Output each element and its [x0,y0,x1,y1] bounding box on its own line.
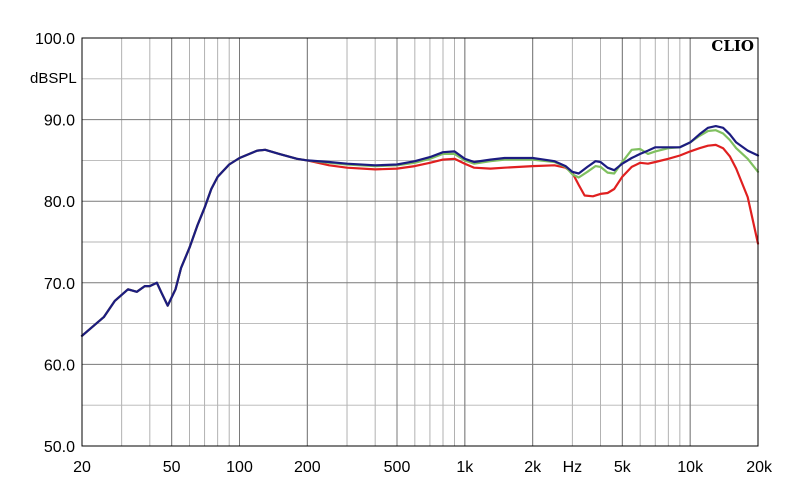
series-layer [80,125,760,337]
y-axis-label: dBSPL [30,70,77,87]
y-tick-label: 50.0 [44,439,75,456]
plot-frame [81,37,759,447]
x-tick-label: 5k [614,459,632,476]
x-tick-label: 1k [456,459,474,476]
y-tick-label: 60.0 [44,357,75,374]
y-tick-label: 70.0 [44,276,75,293]
y-tick-label: 100.0 [35,31,75,48]
x-tick-label: 500 [384,459,411,476]
y-tick-labels: 100.0 90.0 80.0 70.0 60.0 50.0 [35,31,75,456]
y-tick-label: 80.0 [44,194,75,211]
x-tick-label: 20 [73,459,91,476]
x-tick-label: 100 [226,459,253,476]
x-tick-label: 20k [746,459,773,476]
x-tick-label: 2k [524,459,542,476]
x-tick-label: 10k [677,459,704,476]
x-tick-labels: 20 50 100 200 500 1k 2k 5k 10k 20k [73,459,773,476]
x-tick-label: 200 [294,459,321,476]
brand-logo: CLIO [711,37,754,55]
x-axis-unit-label: Hz [563,459,583,476]
y-tick-label: 90.0 [44,113,75,130]
series-line-3 [80,125,760,337]
x-tick-label: 50 [163,459,181,476]
